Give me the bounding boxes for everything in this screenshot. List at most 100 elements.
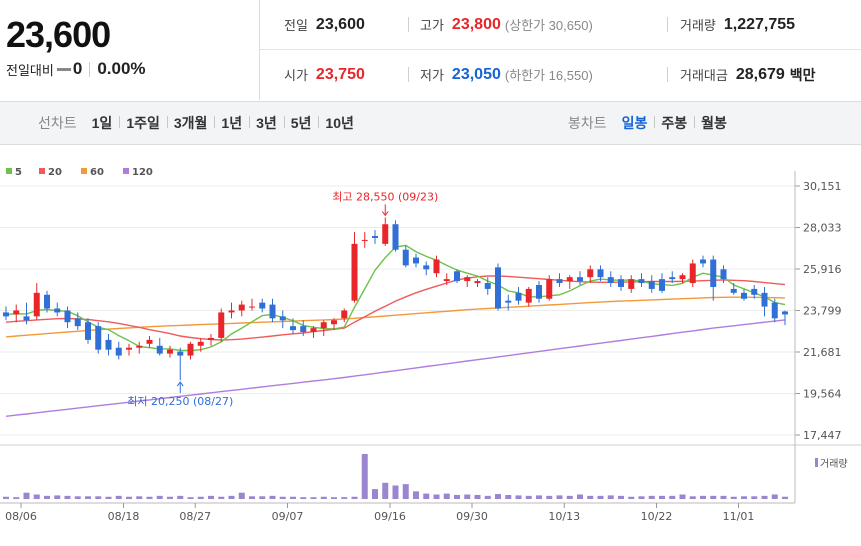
price-chart: 5 20 60 120 30,151 28,033 25,916 23,799 21,681 1… (0, 167, 861, 523)
ma120-line (5, 319, 786, 417)
volume-bar (228, 495, 235, 499)
volume-bar (146, 496, 153, 499)
candle (474, 279, 481, 287)
period-3m-button[interactable]: 3개월 (166, 113, 215, 133)
candle (782, 310, 788, 326)
candle-body (372, 235, 378, 238)
prev-close-label: 전일 (284, 18, 308, 33)
volume-bar (443, 493, 450, 499)
candle (536, 281, 542, 303)
volume-bar (331, 497, 337, 499)
candle-body (659, 279, 665, 291)
candle (44, 290, 50, 313)
period-3y-button[interactable]: 3년 (249, 113, 284, 133)
volume-bar (54, 495, 61, 499)
period-1y-button[interactable]: 1년 (214, 113, 249, 133)
volume-bar (423, 493, 430, 499)
candle-body (484, 283, 491, 289)
candle-body (433, 259, 440, 274)
upper-limit: (상한가 30,650) (504, 18, 593, 33)
legend-swatch-2 (81, 168, 87, 174)
amount-label: 거래대금 (680, 68, 728, 83)
candle-body (618, 279, 624, 287)
low-annotation: 최저 20,250 (08/27) (127, 395, 233, 408)
price-change: 전일대비 0 0.00% (6, 59, 146, 79)
x-tick-label: 09/30 (456, 510, 488, 523)
candle-body (208, 337, 214, 340)
volume-bar (341, 497, 348, 499)
candle-body (710, 259, 717, 287)
candle (85, 318, 91, 344)
volume-bar (310, 497, 317, 499)
candle-body (146, 339, 153, 344)
candle (525, 286, 532, 307)
volume-bar (505, 494, 512, 499)
day-low-label: 저가 (420, 68, 444, 83)
candle (659, 273, 665, 293)
candle-body (85, 322, 91, 340)
candle-body (341, 310, 348, 319)
current-price-box: 23,600 전일대비 0 0.00% (0, 0, 260, 100)
weekly-candle-button[interactable]: 주봉 (654, 113, 694, 133)
period-1w-button[interactable]: 1주일 (119, 113, 167, 133)
y-tick-label: 30,151 (803, 180, 842, 193)
period-1d-button[interactable]: 1일 (91, 115, 113, 131)
day-low: 저가 23,050 (하한가 16,550) (420, 50, 593, 99)
volume-bars: 거래량 (3, 454, 848, 499)
volume-bar (607, 495, 614, 499)
candle-body (577, 277, 583, 282)
candle-body (187, 343, 194, 356)
candle (638, 273, 645, 287)
candle-body (515, 292, 522, 301)
volume-bar (648, 495, 655, 499)
moving-average-lines (5, 244, 786, 417)
candle (597, 265, 604, 282)
legend-label-2: 60 (90, 167, 104, 178)
candle-body (648, 281, 655, 289)
volume-bar (44, 495, 50, 499)
candle-body (669, 277, 676, 280)
stats-row-2: 시가 23,750 저가 23,050 (하한가 16,550) 거래대금 28… (260, 50, 861, 99)
candle (751, 285, 758, 299)
divider (408, 67, 409, 82)
divider (408, 17, 409, 32)
candle (156, 337, 163, 356)
legend-swatch-1 (39, 168, 45, 174)
candle-body (33, 292, 40, 317)
candle (423, 261, 430, 276)
period-10y-button[interactable]: 10년 (318, 113, 360, 133)
candle (115, 341, 122, 360)
y-tick-label: 25,916 (803, 263, 842, 276)
candle-body (95, 326, 102, 350)
legend-label-1: 20 (48, 167, 62, 178)
candle-chart-label: 봉차트 (568, 115, 607, 131)
volume-bar (546, 495, 553, 499)
volume-bar (515, 495, 522, 499)
candle (23, 302, 30, 325)
candle (669, 271, 676, 284)
monthly-candle-button[interactable]: 월봉 (694, 113, 734, 133)
candle-body (136, 345, 143, 348)
volume-bar (85, 496, 91, 499)
volume-bar (720, 495, 727, 499)
candle (454, 269, 460, 284)
candle-body (536, 285, 542, 299)
volume-bar (249, 496, 255, 499)
candle (33, 283, 40, 321)
period-5y-button[interactable]: 5년 (283, 113, 319, 133)
candle-body (218, 312, 225, 338)
volume-bar (710, 495, 717, 499)
candle (290, 318, 296, 335)
candle (689, 259, 696, 287)
candle-body (392, 224, 399, 250)
candle-body (197, 341, 204, 346)
day-low-value: 23,050 (451, 65, 501, 83)
candle-body (566, 277, 573, 282)
volume-bar (782, 496, 788, 499)
daily-candle-button[interactable]: 일봉 (621, 115, 648, 131)
line-chart-label: 선차트 (38, 115, 77, 131)
candle (146, 335, 153, 348)
candle (228, 302, 235, 319)
candle-body (167, 349, 173, 354)
candle (710, 255, 717, 301)
